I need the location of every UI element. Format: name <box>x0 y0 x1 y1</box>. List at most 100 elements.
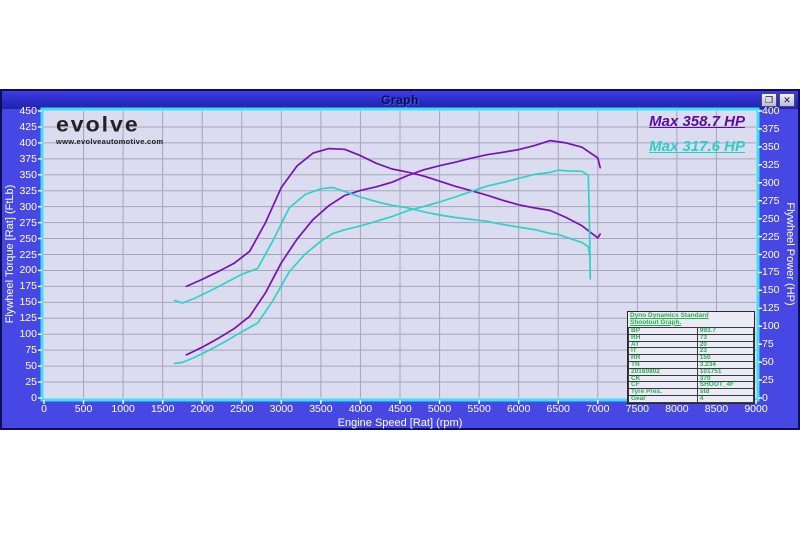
x-axis-tick-label: 4500 <box>388 403 412 415</box>
legend-key: CF <box>628 381 698 390</box>
right-axis-tick-label: 400 <box>762 105 780 117</box>
x-axis-tick-label: 5500 <box>467 403 491 415</box>
legend-key: RR <box>628 354 698 362</box>
legend-row: AT 20 <box>628 340 755 349</box>
right-axis-title: Flywheel Power (HP) <box>784 202 796 306</box>
right-axis-tick-label: 125 <box>762 302 780 315</box>
max-power-annotation-run2: Max 317.6 HP <box>649 138 745 155</box>
left-axis-tick-label: 350 <box>19 168 37 181</box>
right-axis-tick-label: 0 <box>762 392 768 404</box>
legend-value: 993.7 <box>696 327 755 335</box>
left-axis-tick-label: 450 <box>19 105 37 117</box>
series-run-2-torque-ftlb <box>173 186 592 304</box>
legend-key: 20160802 <box>628 367 698 376</box>
left-axis-tick-label: 425 <box>19 120 37 133</box>
legend-row: Tyre Pres. std <box>628 388 755 396</box>
legend-key: CK <box>628 374 698 383</box>
legend-value: 4 <box>696 394 755 403</box>
x-axis-tick-label: 7000 <box>586 403 610 415</box>
x-axis-tick-label: 500 <box>74 403 93 415</box>
legend-key: TN <box>628 360 698 369</box>
x-axis-tick-label: 1000 <box>111 403 135 415</box>
left-axis-tick-label: 25 <box>25 376 37 389</box>
series-run-1-power-hp <box>185 139 602 356</box>
left-axis-tick-label: 50 <box>25 360 37 373</box>
left-axis-tick-label: 300 <box>19 200 37 213</box>
right-axis-tick-label: 300 <box>762 176 780 189</box>
left-axis-tick-label: 0 <box>31 392 37 404</box>
x-axis-tick-label: 6500 <box>546 403 570 415</box>
right-axis-tick-label: 250 <box>762 212 780 225</box>
x-axis-title: Engine Speed [Rat] (rpm) <box>337 417 463 429</box>
right-axis-tick-label: 175 <box>762 266 780 279</box>
left-axis-tick-label: 275 <box>19 216 37 229</box>
close-button[interactable]: ✕ <box>779 93 795 107</box>
left-axis-tick-label: 100 <box>19 328 37 341</box>
left-axis-tick-label: 325 <box>19 184 37 197</box>
window-titlebar[interactable]: Graph ❐ ✕ <box>2 91 798 109</box>
right-axis-tick-label: 25 <box>762 374 774 387</box>
legend-value: SHOOT_4F <box>696 381 755 390</box>
restore-button[interactable]: ❐ <box>761 93 777 107</box>
right-axis-tick-label: 150 <box>762 284 780 297</box>
window-title: Graph <box>381 93 419 107</box>
left-axis-title: Flywheel Torque [Rat] (FtLb) <box>4 184 16 324</box>
legend-value: 73 <box>696 333 755 342</box>
legend-value: 101751 <box>696 367 755 376</box>
legend-key: Gear <box>628 394 698 403</box>
left-axis-tick-label: 225 <box>19 248 37 261</box>
legend-row: 20160802 101751 <box>628 367 755 376</box>
left-axis-tick-label: 200 <box>19 264 37 277</box>
x-axis-tick-label: 3500 <box>309 403 333 415</box>
max-power-annotations: Max 358.7 HP Max 317.6 HP <box>555 113 745 163</box>
left-axis-tick-label: 250 <box>19 232 37 245</box>
series-run-1-torque-ftlb <box>185 147 602 288</box>
legend-row: TN 3.234 <box>628 360 755 369</box>
legend-value: std <box>696 388 755 396</box>
x-axis-tick-label: 8500 <box>704 403 729 415</box>
right-axis-tick-label: 75 <box>762 338 774 351</box>
x-axis-tick-label: 6000 <box>506 403 531 415</box>
legend-row: RH 73 <box>628 333 755 342</box>
legend-value: 3.234 <box>696 360 755 369</box>
right-axis-tick-label: 275 <box>762 194 780 207</box>
x-axis-tick-label: 0 <box>41 403 47 415</box>
legend-header-line1: Dyno Dynamics Standard <box>630 312 709 319</box>
right-axis-tick-label: 50 <box>762 356 774 369</box>
window-buttons: ❐ ✕ <box>761 93 795 107</box>
right-axis-tick-label: 100 <box>762 320 780 333</box>
legend-key: RH <box>628 333 698 342</box>
brand-logo-url: www.evolveautomotive.com <box>56 137 164 146</box>
legend-key: Tyre Pres. <box>628 388 698 396</box>
legend-header-line2: Shootout Graph. <box>630 318 682 326</box>
left-axis-tick-label: 375 <box>19 152 37 165</box>
legend-rows: BP 993.7 RH 73 AT 20 IT 23 RR 150 TN 3.234 20160802 1… <box>628 327 755 403</box>
x-axis-tick-label: 3000 <box>269 403 293 415</box>
legend-row: IT 23 <box>628 347 755 356</box>
right-axis-tick-label: 350 <box>762 140 780 153</box>
right-axis-tick-label: 325 <box>762 158 780 171</box>
legend-key: BP <box>628 327 698 335</box>
legend-row: RR 150 <box>628 354 755 362</box>
x-axis-tick-label: 2000 <box>190 403 214 415</box>
left-axis-tick-label: 125 <box>19 312 37 325</box>
x-axis-tick-label: 8000 <box>665 403 689 415</box>
brand-logo: evolve www.evolveautomotive.com <box>56 113 163 146</box>
legend-value: 23 <box>696 347 755 356</box>
right-axis-tick-label: 375 <box>762 122 780 135</box>
legend-value: 20 <box>696 340 755 349</box>
max-power-annotation-run1: Max 358.7 HP <box>649 113 745 130</box>
legend-key: AT <box>628 340 698 349</box>
x-axis-tick-label: 2500 <box>230 403 254 415</box>
left-axis-tick-label: 400 <box>19 136 37 149</box>
x-axis-tick-label: 5000 <box>427 403 452 415</box>
x-axis-tick-label: 9000 <box>744 403 768 415</box>
left-axis-tick-label: 175 <box>19 280 37 293</box>
legend-row: BP 993.7 <box>628 327 755 335</box>
x-axis-tick-label: 4000 <box>348 403 373 415</box>
legend-row: CK 370 <box>628 374 755 383</box>
restore-icon: ❐ <box>764 94 774 105</box>
legend-value: 370 <box>696 374 755 383</box>
left-axis-tick-label: 150 <box>19 296 37 309</box>
